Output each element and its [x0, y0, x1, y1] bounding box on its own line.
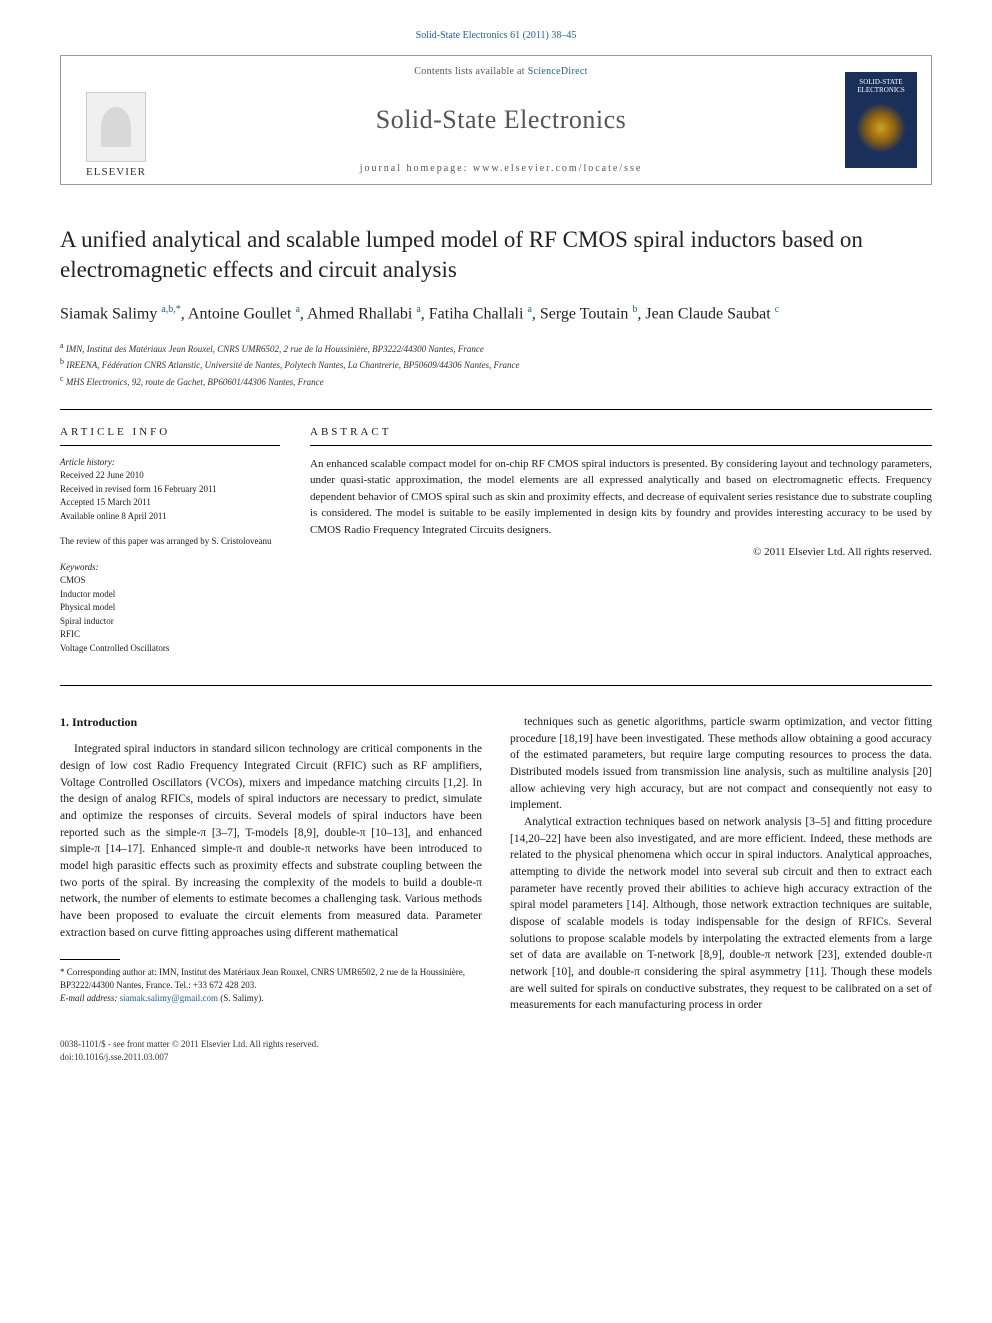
journal-citation: Solid-State Electronics 61 (2011) 38–45 — [60, 30, 932, 41]
journal-name: Solid-State Electronics — [376, 105, 627, 135]
keyword-line: Spiral inductor — [60, 615, 280, 629]
affiliation-line: a IMN, Institut des Matériaux Jean Rouxe… — [60, 340, 932, 357]
journal-banner: ELSEVIER Contents lists available at Sci… — [60, 55, 932, 185]
history-line: Available online 8 April 2011 — [60, 510, 280, 524]
email-footnote: E-mail address: siamak.salimy@gmail.com … — [60, 992, 482, 1005]
history-line: Accepted 15 March 2011 — [60, 496, 280, 510]
article-info-heading: ARTICLE INFO — [60, 424, 280, 446]
publisher-block: ELSEVIER — [61, 56, 171, 184]
body-column-left: 1. Introduction Integrated spiral induct… — [60, 714, 482, 1014]
section-number: 1. — [60, 715, 69, 729]
cover-spiral-icon — [856, 103, 906, 153]
affiliation-line: c MHS Electronics, 92, route de Gachet, … — [60, 373, 932, 390]
corresponding-footnote: * Corresponding author at: IMN, Institut… — [60, 966, 482, 991]
article-history-block: Article history: Received 22 June 2010Re… — [60, 456, 280, 524]
abstract-text: An enhanced scalable compact model for o… — [310, 456, 932, 539]
keyword-line: CMOS — [60, 574, 280, 588]
abstract-copyright: © 2011 Elsevier Ltd. All rights reserved… — [310, 544, 932, 561]
history-line: Received 22 June 2010 — [60, 469, 280, 483]
publisher-name: ELSEVIER — [86, 166, 146, 178]
journal-cover-title: SOLID-STATE ELECTRONICS — [849, 78, 913, 95]
contents-available-text: Contents lists available at — [414, 66, 525, 77]
footer-line-2: doi:10.1016/j.sse.2011.03.007 — [60, 1051, 932, 1064]
body-paragraph: Integrated spiral inductors in standard … — [60, 741, 482, 941]
abstract-column: ABSTRACT An enhanced scalable compact mo… — [310, 424, 932, 667]
affiliations-block: a IMN, Institut des Matériaux Jean Rouxe… — [60, 340, 932, 390]
keywords-label: Keywords: — [60, 561, 280, 575]
email-label: E-mail address: — [60, 993, 117, 1003]
keyword-line: Voltage Controlled Oscillators — [60, 642, 280, 656]
sciencedirect-link[interactable]: ScienceDirect — [528, 66, 588, 77]
article-title: A unified analytical and scalable lumped… — [60, 225, 932, 285]
article-info-column: ARTICLE INFO Article history: Received 2… — [60, 424, 280, 667]
body-columns: 1. Introduction Integrated spiral induct… — [60, 714, 932, 1014]
journal-center: Contents lists available at ScienceDirec… — [171, 56, 831, 184]
keyword-line: Inductor model — [60, 588, 280, 602]
email-attribution: (S. Salimy). — [220, 993, 263, 1003]
affiliation-line: b IREENA, Fédération CNRS Atlanstic, Uni… — [60, 356, 932, 373]
body-column-right: techniques such as genetic algorithms, p… — [510, 714, 932, 1014]
history-line: Received in revised form 16 February 201… — [60, 483, 280, 497]
keyword-line: RFIC — [60, 628, 280, 642]
footer-line-1: 0038-1101/$ - see front matter © 2011 El… — [60, 1038, 932, 1051]
body-paragraph: Analytical extraction techniques based o… — [510, 814, 932, 1014]
contents-available-line: Contents lists available at ScienceDirec… — [414, 66, 587, 77]
section-heading: 1. Introduction — [60, 714, 482, 731]
info-abstract-row: ARTICLE INFO Article history: Received 2… — [60, 409, 932, 686]
journal-cover-icon: SOLID-STATE ELECTRONICS — [845, 72, 917, 168]
history-label: Article history: — [60, 456, 280, 470]
elsevier-tree-icon — [86, 92, 146, 162]
keywords-block: Keywords: CMOSInductor modelPhysical mod… — [60, 561, 280, 656]
body-paragraph: techniques such as genetic algorithms, p… — [510, 714, 932, 814]
abstract-heading: ABSTRACT — [310, 424, 932, 446]
journal-homepage: journal homepage: www.elsevier.com/locat… — [360, 163, 643, 174]
footnote-separator — [60, 959, 120, 960]
section-title: Introduction — [72, 715, 137, 729]
page-footer: 0038-1101/$ - see front matter © 2011 El… — [60, 1038, 932, 1063]
review-note: The review of this paper was arranged by… — [60, 535, 280, 549]
authors-line: Siamak Salimy a,b,*, Antoine Goullet a, … — [60, 303, 932, 326]
journal-cover-block: SOLID-STATE ELECTRONICS — [831, 56, 931, 184]
email-link[interactable]: siamak.salimy@gmail.com — [120, 993, 218, 1003]
keyword-line: Physical model — [60, 601, 280, 615]
